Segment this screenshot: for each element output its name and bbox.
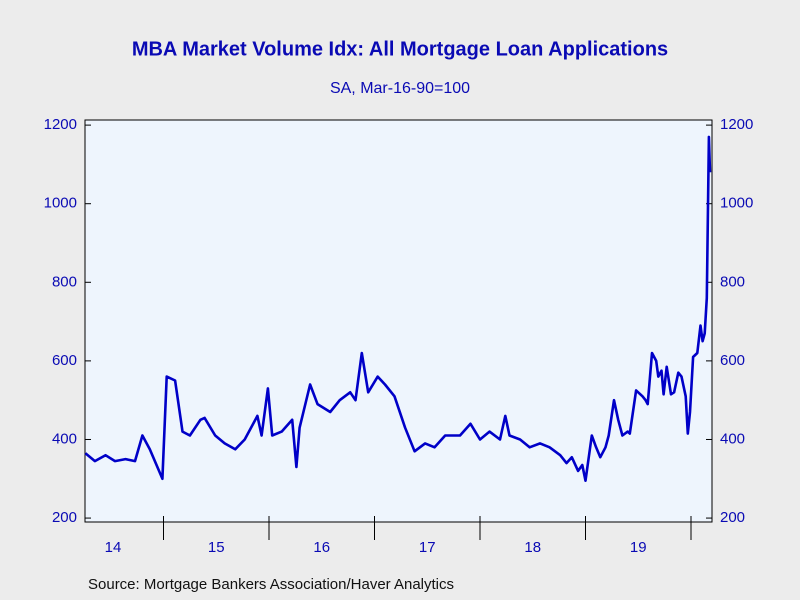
- x-tick-label: 19: [630, 539, 647, 556]
- y2-tick-label: 1200: [720, 116, 753, 133]
- y-tick-label: 1000: [44, 195, 77, 212]
- chart-title: MBA Market Volume Idx: All Mortgage Loan…: [132, 38, 668, 60]
- y2-tick-label: 600: [720, 352, 745, 369]
- y2-tick-label: 400: [720, 430, 745, 447]
- y2-tick-label: 200: [720, 509, 745, 526]
- x-tick-label: 14: [105, 539, 122, 556]
- y2-tick-label: 1000: [720, 195, 753, 212]
- source-note: Source: Mortgage Bankers Association/Hav…: [88, 576, 454, 593]
- x-tick-label: 15: [208, 539, 225, 556]
- y-tick-label: 1200: [44, 116, 77, 133]
- plot-area: [84, 119, 713, 523]
- x-tick-label: 18: [524, 539, 541, 556]
- x-tick-label: 16: [313, 539, 330, 556]
- chart-subtitle: SA, Mar-16-90=100: [330, 80, 470, 97]
- y-tick-label: 400: [52, 430, 77, 447]
- data-line: [84, 135, 712, 482]
- x-tick-label: 17: [419, 539, 436, 556]
- y-tick-label: 200: [52, 509, 77, 526]
- y2-tick-label: 800: [720, 273, 745, 290]
- y-tick-label: 600: [52, 352, 77, 369]
- y-tick-label: 800: [52, 273, 77, 290]
